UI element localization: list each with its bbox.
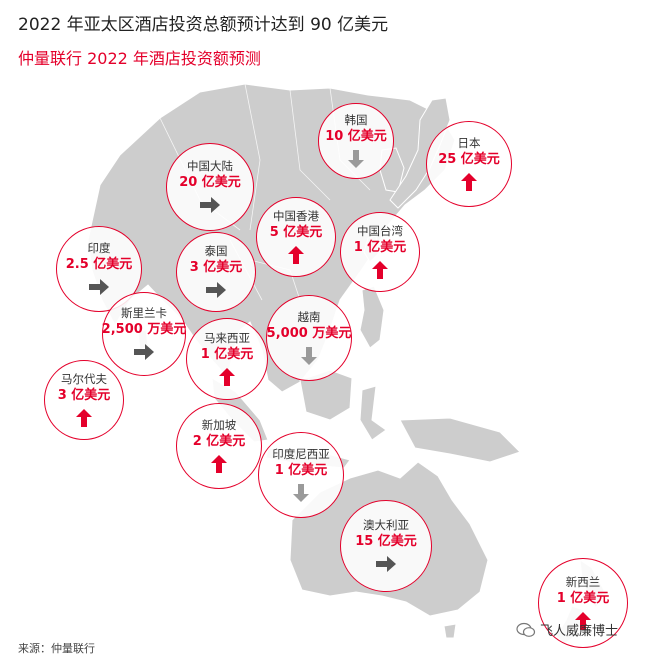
page-subtitle: 仲量联行 2022 年酒店投资额预测 [18,49,261,68]
trend-arrow-icon [206,282,226,298]
trend-arrow-down [348,150,364,168]
page-title: 2022 年亚太区酒店投资总额预计达到 90 亿美元 [18,15,389,35]
bubble-value: 15 亿美元 [355,534,417,549]
trend-arrow-flat [89,279,109,295]
bubble-country-name: 新加坡 [201,418,237,432]
bubble-indonesia: 印度尼西亚 1 亿美元 [258,432,344,518]
bubble-country-name: 澳大利亚 [363,518,409,532]
bubble-country-name: 泰国 [204,244,228,258]
trend-arrow-flat [376,556,396,572]
bubble-value: 5,000 万美元 [266,326,352,341]
trend-arrow-flat [206,282,226,298]
bubble-value: 2 亿美元 [192,434,246,449]
trend-arrow-icon [200,197,220,213]
trend-arrow-up [575,612,591,630]
bubble-new-zealand: 新西兰 1 亿美元 [538,558,628,648]
trend-arrow-icon [89,279,109,295]
trend-arrow-icon [293,484,309,502]
trend-arrow-up [76,409,92,427]
bubble-country-name: 越南 [297,310,321,324]
bubble-value: 2,500 万美元 [101,322,187,337]
new-guinea-shape [399,417,521,463]
bubble-thailand: 泰国 3 亿美元 [176,232,256,312]
bubble-china-mainland: 中国大陆 20 亿美元 [166,143,254,231]
bubble-value: 5 亿美元 [269,225,323,240]
bubble-country-name: 马尔代夫 [61,372,107,386]
trend-arrow-up [219,368,235,386]
trend-arrow-icon [134,344,154,360]
trend-arrow-down [301,347,317,365]
watermark-text: 飞人威廉博士 [540,624,619,639]
bubble-country-name: 斯里兰卡 [121,306,167,320]
trend-arrow-up [461,173,477,191]
trend-arrow-flat [200,197,220,213]
japan-shape [389,97,451,209]
bubble-value: 3 亿美元 [189,260,243,275]
bubble-country-name: 日本 [457,136,481,150]
trend-arrow-icon [575,612,591,630]
tasmania-shape [443,623,457,639]
bubble-taiwan: 中国台湾 1 亿美元 [340,212,420,292]
bubble-value: 25 亿美元 [438,152,500,167]
trend-arrow-icon [301,347,317,365]
bubble-japan: 日本 25 亿美元 [426,121,512,207]
bubble-value: 1 亿美元 [353,240,407,255]
trend-arrow-up [372,261,388,279]
trend-arrow-icon [348,150,364,168]
bubble-sri-lanka: 斯里兰卡 2,500 万美元 [102,292,186,376]
sulawesi-shape [359,385,387,441]
trend-arrow-icon [372,261,388,279]
trend-arrow-up [288,246,304,264]
trend-arrow-icon [211,455,227,473]
trend-arrow-icon [76,409,92,427]
bubble-korea: 韩国 10 亿美元 [318,103,394,179]
bubble-vietnam: 越南 5,000 万美元 [266,295,352,381]
bubble-value: 2.5 亿美元 [65,257,133,272]
trend-arrow-icon [219,368,235,386]
bubble-country-name: 马来西亚 [204,331,250,345]
philippines-shape [359,285,385,349]
bubble-value: 1 亿美元 [556,591,610,606]
bubble-value: 3 亿美元 [57,388,111,403]
trend-arrow-icon [376,556,396,572]
bubble-country-name: 新西兰 [565,575,601,589]
bubble-value: 20 亿美元 [179,175,241,190]
trend-arrow-down [293,484,309,502]
trend-arrow-icon [461,173,477,191]
source-note: 来源：仲量联行 [18,642,95,655]
bubble-country-name: 韩国 [344,113,368,127]
bubble-country-name: 中国香港 [273,209,319,223]
watermark: 飞人威廉博士 [516,620,618,639]
bubble-value: 10 亿美元 [325,129,387,144]
bubble-hong-kong: 中国香港 5 亿美元 [256,197,336,277]
trend-arrow-icon [288,246,304,264]
bubble-value: 1 亿美元 [200,347,254,362]
bubble-country-name: 印度尼西亚 [272,447,330,461]
bubble-value: 1 亿美元 [274,463,328,478]
trend-arrow-up [211,455,227,473]
wechat-icon [516,622,536,637]
bubble-country-name: 中国大陆 [187,159,233,173]
bubble-australia: 澳大利亚 15 亿美元 [340,500,432,592]
bubble-country-name: 中国台湾 [357,224,403,238]
bubble-country-name: 印度 [87,241,111,255]
bubble-malaysia: 马来西亚 1 亿美元 [186,318,268,400]
trend-arrow-flat [134,344,154,360]
bubble-maldives: 马尔代夫 3 亿美元 [44,360,124,440]
bubble-singapore: 新加坡 2 亿美元 [176,403,262,489]
